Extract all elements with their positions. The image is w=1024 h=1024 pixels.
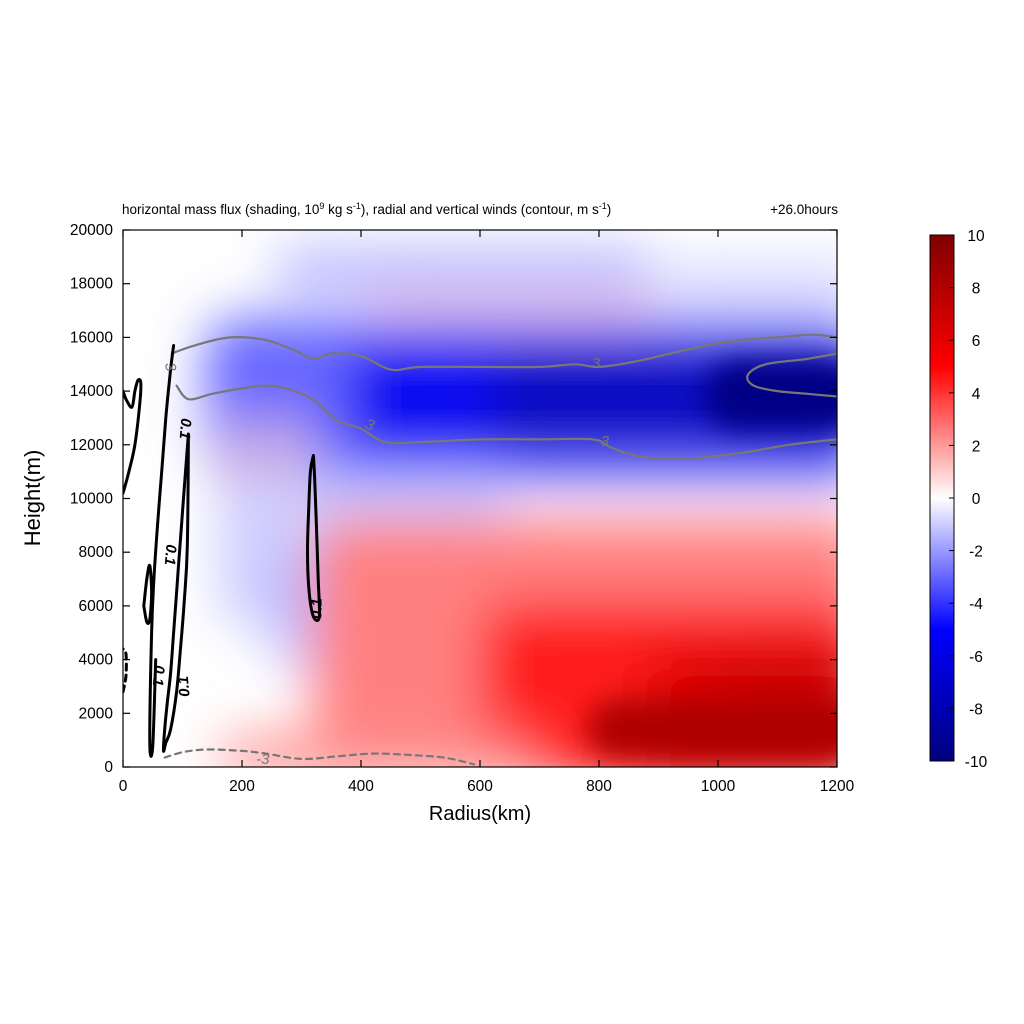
x-tick-label: 0 [119, 778, 128, 795]
x-tick-label: 1000 [701, 778, 736, 795]
vertical-wind-contour-7 [123, 378, 143, 495]
vertical-wind-contour-9 [123, 647, 128, 694]
colorbar-tick-label: -8 [969, 701, 983, 718]
contour-label-3: 3 [161, 361, 179, 373]
radial-wind-contour-3 [163, 748, 476, 766]
y-tick-label: 6000 [79, 598, 114, 615]
y-tick-label: 10000 [70, 491, 113, 508]
contour-label-0: 3 [592, 355, 601, 372]
colorbar-tick-label: 2 [972, 438, 981, 455]
contour-label-8: 0.1 [149, 665, 168, 687]
vertical-wind-contour-4 [161, 432, 190, 753]
y-tick-label: 12000 [70, 437, 113, 454]
y-tick-label: 16000 [70, 329, 113, 346]
shading-inflow-core [587, 699, 837, 759]
x-tick-label: 200 [229, 778, 255, 795]
colorbar-tick-label: 6 [972, 333, 981, 350]
shading-upper-blue [361, 297, 659, 322]
y-axis-label: Height(m) [20, 450, 45, 547]
vertical-wind-contour-6 [305, 454, 322, 622]
vertical-wind-contour-8 [142, 563, 154, 625]
x-tick-label: 400 [348, 778, 374, 795]
y-tick-label: 0 [104, 759, 113, 776]
chart-title: horizontal mass flux (shading, 109 kg s-… [122, 201, 611, 217]
x-axis-label: Radius(km) [429, 803, 531, 825]
y-tick-label: 8000 [79, 544, 114, 561]
y-tick-label: 4000 [79, 652, 114, 669]
colorbar-tick-label: -2 [969, 544, 983, 561]
shading-upper-mid-blue [212, 417, 320, 486]
x-tick-label: 1200 [820, 778, 855, 795]
colorbar-tick-label: -4 [969, 596, 983, 613]
radial-wind-contour-1 [175, 384, 837, 460]
x-axis: 0 200 400 600 800 1000 1200 [119, 230, 855, 795]
contour-label-4: -3 [256, 751, 270, 768]
colorbar-tick-label: 0 [972, 491, 981, 508]
shading-top-pink [271, 248, 659, 295]
contour-label-6: 0.1 [161, 544, 180, 566]
y-tick-label: 18000 [70, 276, 113, 293]
y-tick-label: 20000 [70, 222, 113, 239]
y-tick-label: 2000 [79, 705, 114, 722]
colorbar-tick-label: -10 [965, 754, 988, 771]
contour-label-7: 0.1 [175, 675, 194, 697]
shading-outflow-core [706, 361, 837, 429]
contour-label-2: 3 [601, 433, 610, 450]
vertical-wind-contour-5 [148, 344, 176, 758]
colorbar-tick-label: 4 [972, 386, 981, 403]
x-tick-label: 600 [467, 778, 493, 795]
radial-wind-contour-0 [170, 333, 837, 372]
colorbar-tick-label: 10 [967, 228, 985, 245]
mass-flux-shading [206, 248, 837, 767]
x-tick-label: 800 [586, 778, 612, 795]
contour-label-5: 0.1 [176, 418, 195, 440]
radial-wind-contour-2 [746, 352, 837, 398]
colorbar-tick-label: -6 [969, 649, 983, 666]
time-label: +26.0hours [770, 202, 838, 217]
shading-top-pink-right [658, 256, 837, 316]
y-tick-label: 14000 [70, 383, 113, 400]
colorbar-ticks: 10 8 6 4 2 0 -2 -4 -6 -8 -10 [949, 228, 988, 771]
contour-label-9: 0.1 [308, 598, 325, 619]
y-axis: 0 2000 4000 6000 8000 10000 12000 14000 16000 180… [70, 222, 837, 776]
colorbar-tick-label: 8 [972, 281, 981, 298]
